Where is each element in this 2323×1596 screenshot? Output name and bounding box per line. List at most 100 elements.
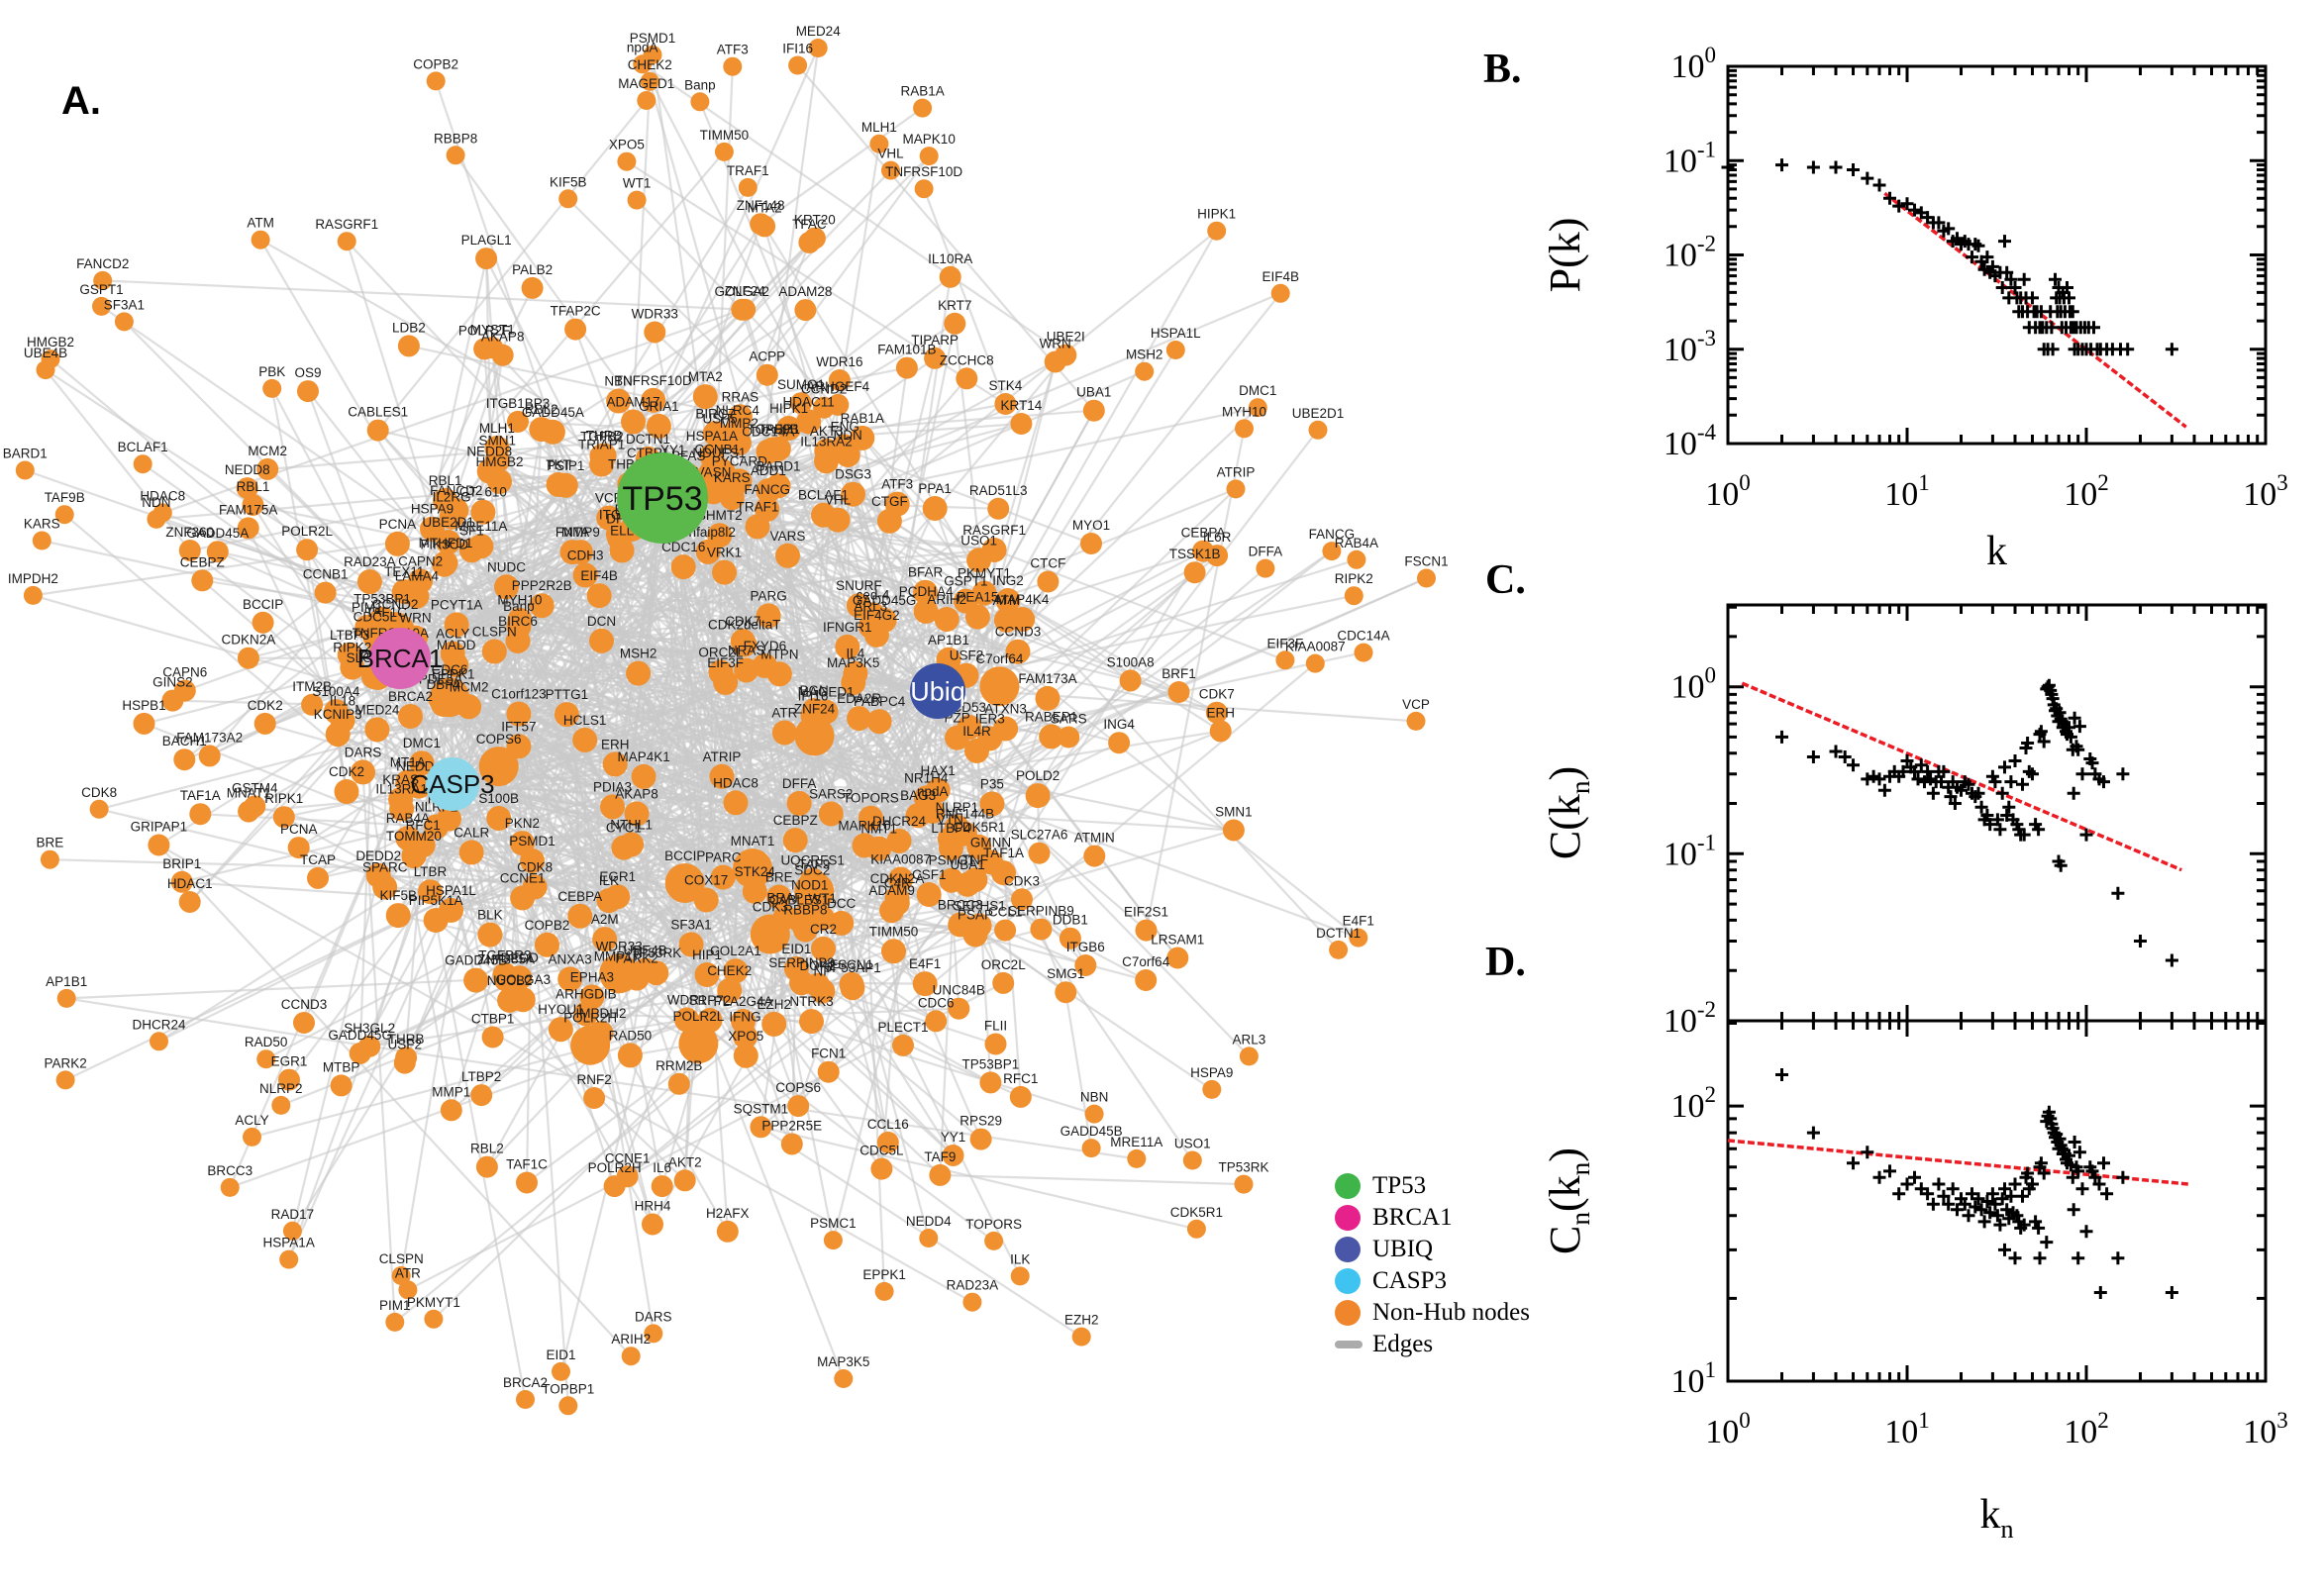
svg-text:RNF2: RNF2	[576, 1072, 611, 1087]
svg-text:USF2: USF2	[950, 648, 984, 663]
svg-text:NDN: NDN	[142, 495, 170, 510]
scatter-points-c	[1775, 678, 2178, 967]
svg-text:FSCN1: FSCN1	[830, 957, 873, 972]
svg-text:MADD: MADD	[437, 638, 476, 652]
svg-text:TAF9B: TAF9B	[45, 490, 85, 505]
svg-text:UBE4B: UBE4B	[623, 944, 666, 958]
svg-text:PKMYT1: PKMYT1	[958, 566, 1011, 581]
svg-text:ARL3: ARL3	[1233, 1032, 1266, 1047]
svg-text:IFT57: IFT57	[501, 719, 536, 734]
svg-text:MTBP: MTBP	[323, 1059, 360, 1074]
svg-text:PPA1: PPA1	[918, 481, 952, 496]
svg-text:POLR2H: POLR2H	[563, 1011, 617, 1026]
svg-text:TAF9: TAF9	[924, 1149, 956, 1164]
svg-text:CEBPZ: CEBPZ	[773, 813, 818, 828]
svg-text:ZNF385A: ZNF385A	[477, 952, 535, 967]
svg-text:FLII: FLII	[984, 1019, 1007, 1034]
svg-text:kn: kn	[1979, 1492, 2013, 1544]
svg-text:BRIP1: BRIP1	[162, 856, 201, 871]
svg-text:PDIA3: PDIA3	[593, 779, 632, 794]
svg-text:CDK5R1: CDK5R1	[1170, 1205, 1223, 1220]
svg-text:CCND2: CCND2	[372, 597, 419, 612]
svg-text:USO1: USO1	[1174, 1137, 1211, 1151]
svg-text:S100B: S100B	[478, 791, 519, 806]
svg-text:PDE5A: PDE5A	[419, 672, 462, 687]
svg-text:103: 103	[2243, 470, 2288, 513]
svg-text:RBL1: RBL1	[429, 473, 462, 488]
svg-text:USF2: USF2	[388, 1038, 423, 1052]
svg-text:SF3A1: SF3A1	[104, 297, 145, 312]
fit-line-d	[1727, 1139, 2188, 1186]
svg-text:WT1: WT1	[623, 176, 652, 191]
svg-text:ERH: ERH	[1206, 705, 1235, 720]
svg-text:ZCCHC8: ZCCHC8	[940, 352, 994, 367]
svg-text:MMP2: MMP2	[720, 416, 758, 431]
svg-text:IL4: IL4	[847, 647, 865, 661]
svg-text:MAPK10: MAPK10	[903, 132, 956, 147]
svg-text:LRSAM1: LRSAM1	[1151, 933, 1204, 948]
svg-text:C4R: C4R	[884, 876, 911, 891]
svg-text:CEBPA: CEBPA	[557, 889, 602, 904]
svg-text:PPP2R2B: PPP2R2B	[512, 578, 572, 593]
svg-text:DCC: DCC	[827, 896, 856, 911]
svg-text:101: 101	[1884, 1408, 1930, 1450]
svg-text:BARD1: BARD1	[756, 458, 800, 473]
svg-text:TP53BP1: TP53BP1	[354, 592, 411, 607]
svg-text:CEBPA: CEBPA	[1181, 526, 1226, 541]
panel-c-label: C.	[1485, 557, 1526, 603]
svg-text:NLRP1: NLRP1	[936, 800, 979, 815]
svg-text:FAM101B: FAM101B	[877, 343, 936, 357]
svg-text:MED24: MED24	[796, 24, 842, 39]
svg-text:UNC84B: UNC84B	[933, 983, 985, 998]
scatter-points-d	[1775, 1068, 2178, 1299]
svg-text:CTBP1: CTBP1	[471, 1012, 515, 1027]
svg-text:ARL3: ARL3	[854, 599, 887, 614]
svg-text:FANCG: FANCG	[744, 482, 790, 497]
svg-text:MAGED1: MAGED1	[618, 76, 674, 91]
svg-text:EZH2: EZH2	[1064, 1313, 1099, 1328]
svg-text:HSPA9: HSPA9	[1190, 1065, 1233, 1080]
svg-text:ARHGEF4: ARHGEF4	[806, 379, 869, 394]
svg-text:102: 102	[2064, 1408, 2109, 1450]
svg-text:TOPORS: TOPORS	[965, 1217, 1022, 1232]
svg-text:AP1B1: AP1B1	[46, 974, 87, 989]
svg-text:CDK7: CDK7	[725, 614, 760, 629]
svg-text:NBN: NBN	[1080, 1090, 1109, 1105]
svg-text:BARD1: BARD1	[3, 447, 48, 461]
svg-text:TEX11: TEX11	[384, 564, 424, 579]
legend: TP53 BRCA1 UBIQ CASP3 Non-Hub nodes Edges	[1335, 1170, 1530, 1360]
svg-text:MMP9: MMP9	[561, 525, 600, 540]
svg-text:PCNA: PCNA	[280, 822, 318, 837]
svg-text:CCND3: CCND3	[281, 997, 328, 1012]
svg-text:RAB1A: RAB1A	[900, 84, 944, 99]
legend-edges-swatch	[1335, 1341, 1363, 1348]
svg-text:NLRC4: NLRC4	[716, 403, 760, 418]
svg-text:MYO1: MYO1	[1072, 518, 1110, 533]
svg-text:EIF3F: EIF3F	[707, 655, 744, 670]
svg-text:RABEP1: RABEP1	[1025, 709, 1077, 724]
svg-text:BRCA2: BRCA2	[388, 689, 433, 704]
svg-text:PLA2G4A: PLA2G4A	[713, 994, 772, 1009]
svg-text:KRT7: KRT7	[938, 298, 971, 313]
svg-text:TNFRSF10D: TNFRSF10D	[615, 373, 692, 388]
svg-text:ATXN3: ATXN3	[984, 702, 1027, 717]
svg-text:SEPHS1: SEPHS1	[953, 899, 1005, 914]
svg-text:TAF1C: TAF1C	[365, 605, 407, 620]
svg-text:FANCD2: FANCD2	[76, 256, 129, 271]
svg-text:SDC2: SDC2	[794, 863, 830, 878]
svg-text:PYCARD: PYCARD	[712, 453, 768, 468]
svg-text:DHCR24: DHCR24	[872, 814, 927, 829]
svg-text:ATM: ATM	[993, 593, 1021, 608]
svg-text:ATR: ATR	[395, 1265, 421, 1280]
svg-text:POLR2F: POLR2F	[458, 323, 511, 338]
panel-a-label: A.	[61, 79, 101, 123]
svg-text:SUMO1: SUMO1	[777, 377, 825, 392]
svg-text:MLH1: MLH1	[861, 120, 897, 135]
svg-text:ITM2B: ITM2B	[292, 679, 332, 694]
svg-text:MTPN: MTPN	[760, 647, 798, 661]
svg-text:CDK2deltaT: CDK2deltaT	[708, 618, 781, 633]
svg-text:CASP3: CASP3	[410, 769, 494, 799]
svg-text:RFC1: RFC1	[406, 818, 441, 833]
svg-text:MTA2: MTA2	[748, 200, 782, 215]
svg-text:BRAP: BRAP	[767, 890, 804, 905]
